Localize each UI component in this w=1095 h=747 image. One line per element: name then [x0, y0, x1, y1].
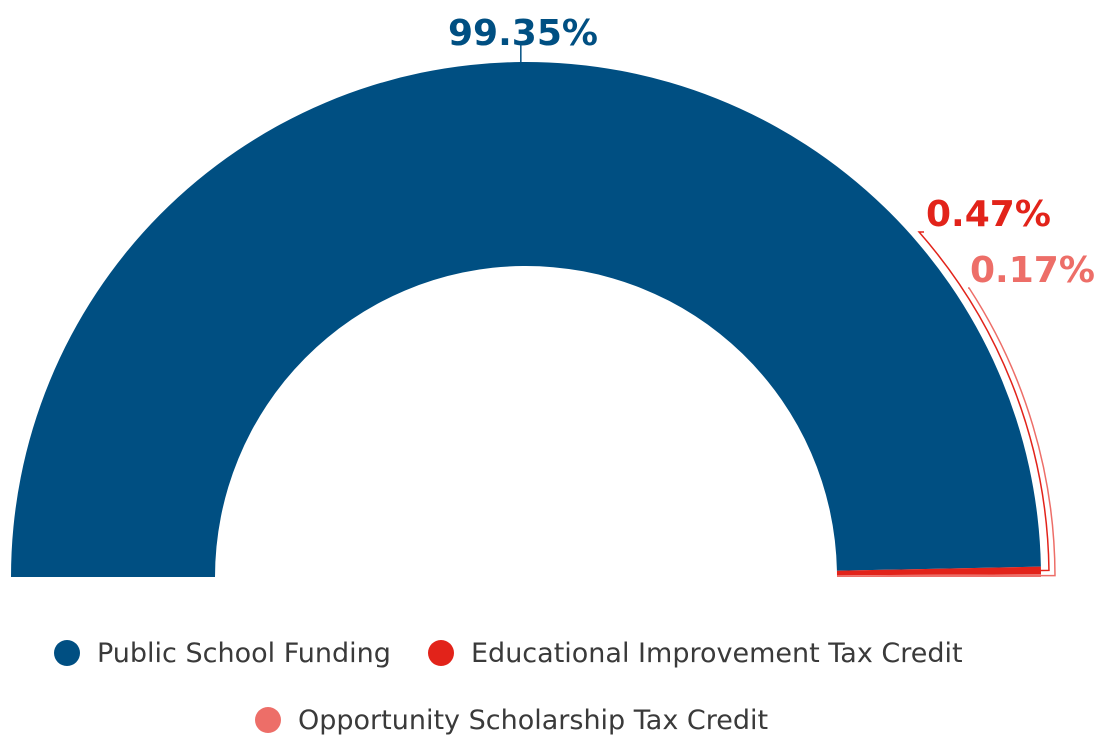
slice-public-school-funding[interactable] — [11, 61, 1041, 578]
data-label-educational-improvement-tax-credit: 0.47% — [926, 194, 1051, 235]
label-connectors — [520, 42, 1056, 577]
chart-slices — [11, 61, 1041, 578]
legend-item-public-school-funding[interactable]: Public School Funding — [54, 638, 391, 669]
legend-label: Opportunity Scholarship Tax Credit — [298, 705, 768, 736]
legend-marker — [54, 640, 80, 666]
legend-marker — [428, 640, 454, 666]
connector-opportunity-scholarship-tax-credit — [968, 287, 1056, 577]
data-labels: 99.35% 0.47% 0.17% — [448, 13, 1095, 291]
data-label-opportunity-scholarship-tax-credit: 0.17% — [970, 250, 1095, 291]
legend-marker — [255, 707, 281, 733]
legend-item-educational-improvement-tax-credit[interactable]: Educational Improvement Tax Credit — [428, 638, 963, 669]
chart-legend: Public School Funding Educational Improve… — [54, 638, 963, 736]
legend-item-opportunity-scholarship-tax-credit[interactable]: Opportunity Scholarship Tax Credit — [255, 705, 768, 736]
slice-educational-improvement-tax-credit[interactable] — [836, 566, 1041, 576]
connector-educational-improvement-tax-credit — [917, 231, 1050, 572]
data-label-public-school-funding: 99.35% — [448, 13, 598, 54]
legend-label: Public School Funding — [97, 638, 391, 669]
slice-opportunity-scholarship-tax-credit[interactable] — [836, 574, 1041, 577]
legend-label: Educational Improvement Tax Credit — [471, 638, 963, 669]
